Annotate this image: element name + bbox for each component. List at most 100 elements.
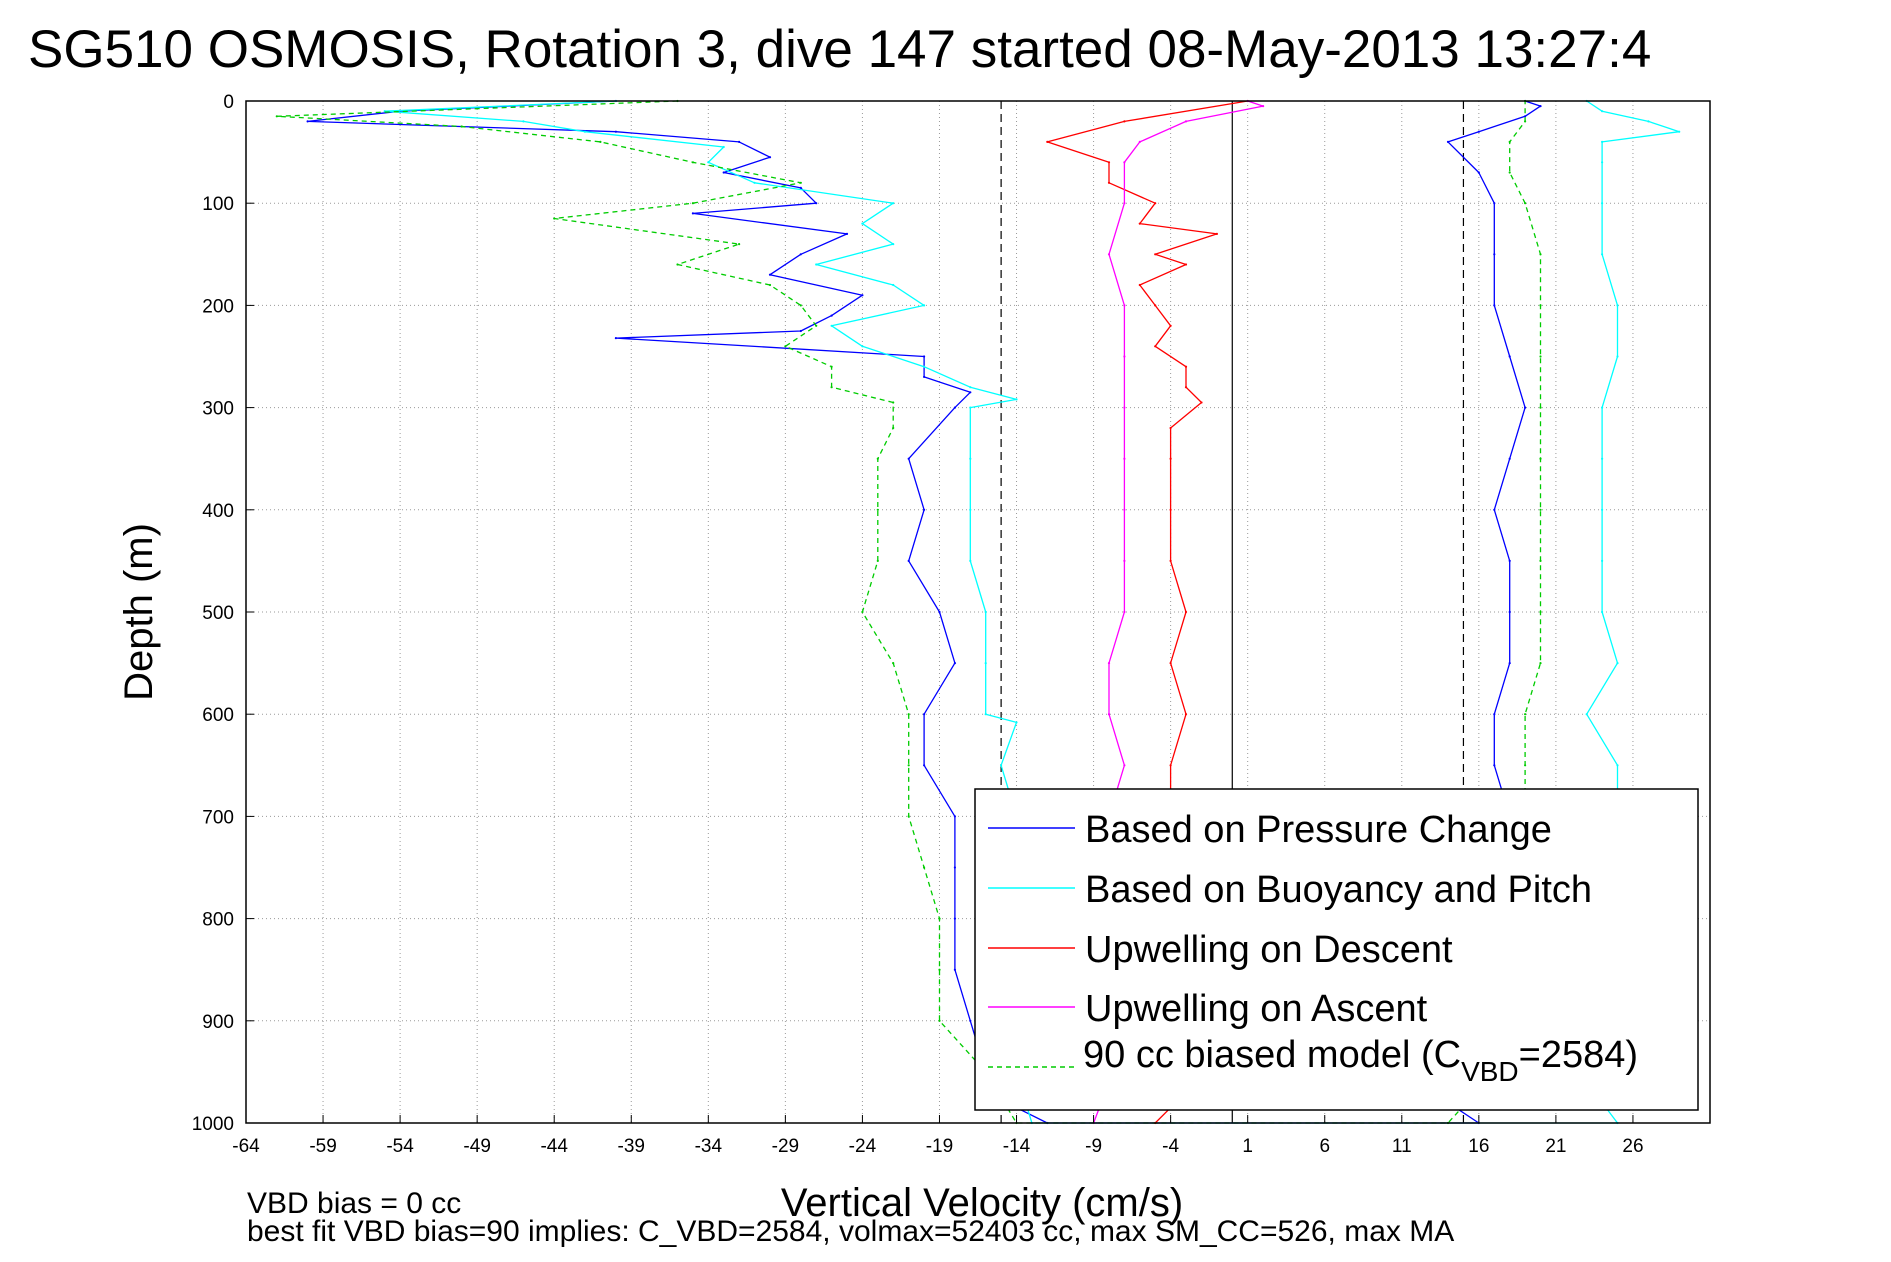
data-point [691, 212, 695, 215]
data-point [1262, 105, 1265, 108]
data-point [1493, 764, 1496, 767]
x-tick-label: -9 [1085, 1136, 1102, 1157]
data-point [1601, 406, 1604, 409]
data-point [1169, 662, 1172, 665]
data-point [861, 610, 864, 614]
data-point [1508, 171, 1511, 174]
y-tick-label: 900 [202, 1012, 234, 1033]
data-point [1616, 662, 1619, 665]
data-point [1184, 713, 1188, 716]
data-point [799, 181, 802, 184]
data-point [1169, 508, 1172, 511]
legend-box [974, 788, 1699, 1111]
legend: Based on Pressure Change Based on Buoyan… [974, 788, 1699, 1111]
data-point [1184, 610, 1188, 614]
y-tick-label: 800 [202, 910, 234, 931]
data-point [1123, 120, 1126, 123]
legend-model-subscript: VBD [1461, 1056, 1519, 1087]
data-point [553, 217, 556, 220]
x-tick-label: 21 [1545, 1136, 1566, 1157]
data-point [306, 120, 309, 123]
data-point [1539, 508, 1542, 511]
data-point [1169, 559, 1172, 563]
data-point [1477, 171, 1480, 174]
legend-model-suffix: =2584) [1519, 1034, 1638, 1076]
data-point [614, 337, 618, 340]
data-point [923, 713, 926, 716]
data-point [923, 764, 926, 767]
data-point [1138, 283, 1141, 287]
data-point [892, 401, 895, 404]
data-point [522, 120, 525, 123]
data-point [923, 355, 926, 358]
data-point [1601, 202, 1604, 205]
x-tick-label: 26 [1622, 1136, 1643, 1157]
x-axis-label: Vertical Velocity (cm/s) [781, 1181, 1183, 1225]
data-point [1601, 253, 1604, 256]
data-point [1524, 406, 1527, 409]
data-point [799, 253, 802, 256]
x-tick-label: 6 [1319, 1136, 1330, 1157]
data-point [1508, 355, 1511, 358]
data-point [845, 232, 849, 235]
data-point [907, 559, 910, 563]
data-point [1123, 406, 1126, 409]
data-point [1123, 355, 1126, 358]
data-point [1616, 355, 1619, 358]
data-point [969, 1019, 972, 1022]
y-axis-ticks: 0 100 200 300 400 500 600 700 800 900 1000 [192, 92, 254, 1135]
y-tick-label: 400 [202, 501, 234, 522]
x-tick-label: -44 [540, 1136, 568, 1157]
y-tick-label: 1000 [192, 1114, 234, 1135]
data-point [861, 345, 864, 348]
x-tick-label: -34 [695, 1136, 723, 1157]
data-point [969, 559, 972, 563]
data-point [275, 115, 278, 118]
data-point [861, 222, 864, 225]
data-point [830, 324, 833, 327]
data-point [923, 866, 926, 869]
data-point [799, 186, 802, 189]
data-point [1138, 222, 1141, 225]
data-point [815, 324, 818, 327]
data-point [923, 304, 926, 307]
x-tick-label: -49 [463, 1136, 490, 1157]
y-tick-label: 100 [202, 194, 234, 215]
data-point [1123, 161, 1126, 164]
data-point [1601, 140, 1604, 143]
y-tick-label: 500 [202, 603, 234, 624]
data-point [1493, 713, 1496, 716]
data-point [984, 662, 987, 665]
data-point [1601, 457, 1604, 460]
data-point [799, 304, 802, 307]
data-point [1107, 181, 1111, 184]
data-point [722, 145, 725, 149]
x-tick-label: -39 [618, 1136, 645, 1157]
data-point [1678, 130, 1681, 133]
data-point [969, 508, 972, 511]
data-point [1616, 304, 1619, 307]
data-point [907, 764, 910, 767]
data-point [722, 171, 725, 174]
data-point [1107, 161, 1111, 164]
data-point [1616, 764, 1619, 767]
best-fit-note: best fit VBD bias=90 implies: C_VBD=2584… [247, 1215, 1454, 1248]
data-point [876, 457, 879, 460]
data-point [753, 181, 756, 184]
legend-model-prefix: 90 cc biased model (C [1083, 1034, 1461, 1076]
x-tick-label: -29 [772, 1136, 799, 1157]
data-point [1446, 140, 1450, 143]
data-point [1585, 713, 1588, 716]
data-point [1508, 610, 1511, 614]
x-tick-label: -54 [386, 1136, 414, 1157]
data-point [1524, 713, 1527, 716]
data-point [1107, 662, 1111, 665]
data-point [768, 156, 772, 159]
data-point [815, 263, 818, 266]
x-tick-label: -14 [1003, 1136, 1031, 1157]
data-point [1524, 764, 1527, 767]
y-tick-label: 300 [202, 399, 234, 420]
data-point [938, 968, 941, 971]
data-point [1154, 304, 1157, 307]
data-point [907, 457, 910, 460]
